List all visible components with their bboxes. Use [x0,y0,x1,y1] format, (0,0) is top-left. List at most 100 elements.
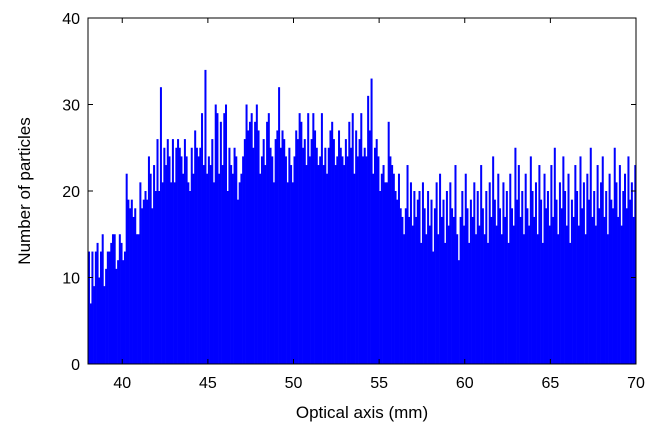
histogram-bar [439,173,442,364]
histogram-bar [190,147,193,364]
histogram-bar [584,234,587,364]
histogram-bar [132,216,135,364]
histogram-bar [302,147,305,364]
histogram-bar [461,191,464,364]
histogram-bar [149,173,152,364]
histogram-bar [336,156,339,364]
x-tick-label: 40 [113,375,131,392]
histogram-bar [91,251,94,364]
histogram-bar [266,121,269,364]
histogram-bar [612,208,615,364]
histogram-bar [226,191,229,364]
histogram-bar [267,113,270,365]
histogram-bar [195,147,198,364]
histogram-bar [356,156,359,364]
histogram-bar [362,156,365,364]
histogram-bar [221,165,224,364]
histogram-bar [605,191,608,364]
histogram-bar [151,208,154,364]
x-tick-label: 65 [541,375,559,392]
histogram-bar [305,165,308,364]
histogram-bar [365,156,368,364]
histogram-bar [620,225,623,364]
histogram-bar [183,139,186,364]
histogram-bar [509,173,512,364]
histogram-bar [483,234,486,364]
histogram-bar [219,121,222,364]
histogram-bar [420,242,423,364]
y-tick-label: 10 [62,271,80,288]
histogram-bar [368,130,371,364]
histogram-bar [430,199,433,364]
histogram-bar [272,182,275,364]
histogram-bar [387,121,390,364]
histogram-bar [504,216,507,364]
histogram-bar [322,165,325,364]
histogram-bar [250,113,253,365]
histogram-bar [630,182,633,364]
histogram-bar [206,173,209,364]
y-axis-label: Number of particles [15,117,34,264]
histogram-bar [492,156,495,364]
histogram-bar [161,182,164,364]
histogram-bar [295,130,298,364]
histogram-bar [538,165,541,364]
histogram-bar [548,225,551,364]
histogram-bar [142,199,145,364]
histogram-bar [601,156,604,364]
histogram-bar [346,156,349,364]
histogram-bar [457,260,460,364]
histogram-bar [591,216,594,364]
histogram-bar [415,216,418,364]
histogram-bar [338,130,341,364]
histogram-bar [129,208,132,364]
histogram-bar [180,156,183,364]
histogram-bar [93,286,96,364]
histogram-bar [283,139,286,364]
histogram-bar [358,139,361,364]
histogram-bar [341,156,344,364]
histogram-bar [375,139,378,364]
histogram-bar [596,165,599,364]
histogram-bar [541,242,544,364]
histogram-bar [307,113,310,365]
histogram-bar [529,156,532,364]
histogram-bar [634,165,637,364]
histogram-bar [391,165,394,364]
histogram-bar [278,87,281,364]
histogram-bar [288,147,291,364]
histogram-bar [435,182,438,364]
histogram-bar [254,121,257,364]
x-tick-label: 45 [199,375,217,392]
histogram-bar [99,251,102,364]
histogram-bar [103,286,106,364]
histogram-bar [182,173,185,364]
histogram-bar [572,216,575,364]
histogram-bar [209,165,212,364]
histogram-bar [259,173,262,364]
histogram-bar [113,234,116,364]
histogram-bar [488,182,491,364]
histogram-bar [370,78,373,365]
histogram-bar [564,191,567,364]
histogram-bar [105,268,108,364]
histogram-bar [433,208,436,364]
x-tick-label: 50 [285,375,303,392]
histogram-bar [94,251,97,364]
histogram-bar [437,234,440,364]
histogram-bar [442,199,445,364]
histogram-bar [122,260,125,364]
histogram-bar [456,234,459,364]
histogram-bar [327,147,330,364]
histogram-bar [243,139,246,364]
histogram-bar [478,225,481,364]
histogram-bar [139,182,142,364]
histogram-bar [600,182,603,364]
histogram-bar [382,165,385,364]
histogram-bar [127,199,130,364]
histogram-bar [384,182,387,364]
histogram-bar [567,173,570,364]
histogram-bar [123,251,126,364]
x-axis-label: Optical axis (mm) [296,403,428,422]
histogram-bar [343,165,346,364]
